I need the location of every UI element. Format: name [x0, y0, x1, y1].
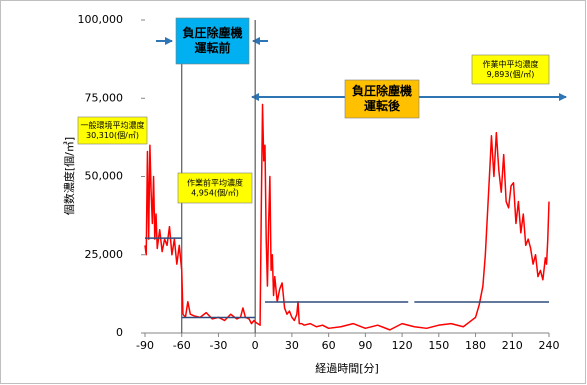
average-label-box [177, 172, 253, 204]
x-tick-label: 180 [465, 339, 486, 352]
phase-label: 負圧除塵機 [182, 25, 242, 40]
average-label: 作業前平均濃度 [187, 178, 243, 188]
x-tick-label: 0 [252, 339, 259, 352]
average-label: 作業中平均濃度 [483, 59, 539, 69]
y-axis-label: 個数濃度[個/㎥] [62, 137, 76, 215]
x-tick-label: 210 [502, 339, 523, 352]
y-tick-label: 75,000 [85, 91, 124, 104]
y-tick-label: 100,000 [78, 13, 124, 26]
y-tick-label: 50,000 [85, 170, 124, 183]
x-tick-label: 90 [358, 339, 372, 352]
average-label: 4,954(個/㎥) [191, 188, 239, 198]
x-tick-label: 120 [392, 339, 413, 352]
y-tick-label: 0 [116, 326, 123, 339]
x-tick-label: -60 [173, 339, 191, 352]
x-tick-label: 30 [285, 339, 299, 352]
data-line [144, 103, 550, 331]
x-tick-label: 60 [322, 339, 336, 352]
y-tick-label: 25,000 [85, 248, 124, 261]
phase-label: 運転後 [364, 98, 401, 113]
average-label: 一般環境平均濃度 [81, 120, 145, 130]
average-label-box [77, 116, 148, 145]
phase-box [344, 79, 420, 119]
x-tick-label: 240 [539, 339, 560, 352]
average-label: 30,310(個/㎥) [86, 130, 139, 140]
phase-label: 運転前 [194, 40, 230, 55]
x-tick-label: 150 [428, 339, 449, 352]
phase-box [175, 17, 250, 65]
x-axis-label: 経過時間[分] [315, 362, 379, 375]
x-tick-label: -30 [209, 339, 227, 352]
x-tick-label: -90 [136, 339, 154, 352]
average-label: 9,893(個/㎥) [487, 69, 535, 79]
phase-label: 負圧除塵機 [352, 83, 412, 98]
average-label-box [471, 54, 550, 85]
